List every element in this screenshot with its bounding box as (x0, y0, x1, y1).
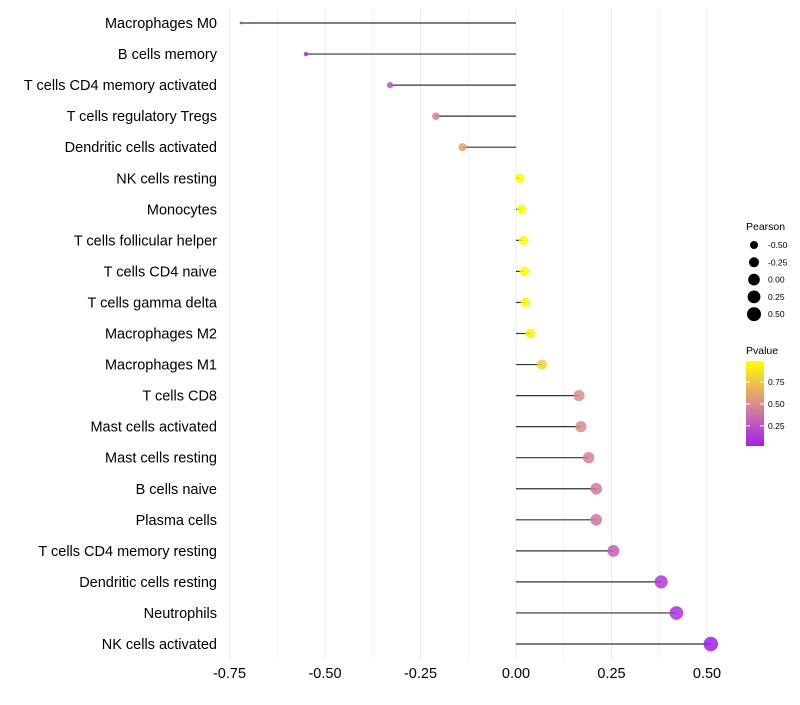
x-tick-label-4: 0.25 (597, 666, 625, 682)
size-legend-dot-0 (750, 241, 758, 249)
point-6 (516, 204, 527, 215)
category-label-7: T cells follicular helper (74, 233, 217, 249)
category-label-6: Monocytes (147, 202, 217, 218)
point-5 (515, 173, 525, 184)
point-10 (525, 328, 536, 339)
category-label-17: T cells CD4 memory resting (38, 544, 217, 560)
point-4 (458, 143, 467, 152)
color-legend-title: Pvalue (746, 345, 778, 357)
size-legend-dot-2 (748, 273, 760, 286)
point-12 (573, 390, 585, 402)
point-19 (669, 606, 684, 620)
size-legend-label-0: -0.50 (768, 240, 788, 250)
x-tick-label-1: -0.50 (308, 666, 341, 682)
size-legend-label-1: -0.25 (768, 257, 788, 267)
size-legend-label-4: 0.50 (768, 309, 785, 319)
point-15 (590, 482, 602, 495)
point-16 (590, 514, 602, 526)
category-label-5: NK cells resting (116, 171, 217, 187)
x-tick-labels: -0.75 -0.50 -0.25 0.00 0.25 0.50 (213, 666, 721, 682)
x-tick-label-2: -0.25 (404, 666, 437, 682)
category-label-20: NK cells activated (102, 637, 217, 653)
x-tick-label-5: 0.50 (693, 666, 721, 682)
color-legend-bar (746, 361, 764, 446)
point-7 (518, 235, 529, 246)
point-14 (582, 452, 595, 464)
color-legend-label-1: 0.50 (768, 399, 785, 409)
category-label-15: B cells naive (136, 482, 217, 498)
x-tick-label-0: -0.75 (213, 666, 246, 682)
stem-layer (240, 22, 711, 645)
point-11 (536, 359, 548, 370)
category-label-16: Plasma cells (136, 513, 217, 529)
category-label-14: Mast cells resting (105, 451, 217, 467)
x-tick-label-3: 0.00 (502, 666, 530, 682)
size-legend-label-3: 0.25 (768, 292, 785, 302)
size-legend-label-2: 0.00 (768, 275, 785, 285)
category-label-19: Neutrophils (144, 606, 217, 622)
point-18 (654, 575, 668, 589)
category-labels: Macrophages M0 B cells memory T cells CD4 … (24, 16, 218, 653)
category-label-3: T cells regulatory Tregs (67, 109, 217, 125)
category-label-2: T cells CD4 memory activated (24, 78, 217, 94)
point-8 (519, 266, 530, 277)
category-label-9: T cells gamma delta (88, 295, 218, 311)
color-legend-label-2: 0.25 (768, 421, 785, 431)
category-label-11: Macrophages M1 (105, 358, 217, 374)
category-label-1: B cells memory (118, 47, 218, 63)
point-2 (386, 81, 394, 89)
point-0 (239, 21, 243, 25)
point-layer (239, 21, 719, 652)
category-label-8: T cells CD4 naive (104, 264, 217, 280)
category-label-0: Macrophages M0 (105, 16, 217, 32)
size-legend-dot-4 (747, 307, 761, 322)
point-20 (703, 636, 719, 652)
category-label-13: Mast cells activated (90, 420, 217, 436)
category-label-12: T cells CD8 (142, 389, 217, 405)
size-legend-dot-1 (749, 257, 759, 268)
category-label-4: Dendritic cells activated (65, 140, 217, 156)
color-legend-label-0: 0.75 (768, 377, 785, 387)
category-label-10: Macrophages M2 (105, 327, 217, 343)
size-legend-dot-3 (747, 290, 761, 304)
legend: Pearson -0.50 -0.25 0.00 0.25 0.50 Pvalue 0.75 0… (746, 221, 788, 446)
point-1 (303, 51, 309, 57)
point-3 (432, 112, 440, 120)
point-13 (575, 421, 587, 433)
point-9 (520, 297, 531, 308)
grid-layer (229, 8, 708, 660)
size-legend-title: Pearson (746, 221, 785, 233)
category-label-18: Dendritic cells resting (79, 575, 217, 591)
point-17 (607, 544, 620, 557)
